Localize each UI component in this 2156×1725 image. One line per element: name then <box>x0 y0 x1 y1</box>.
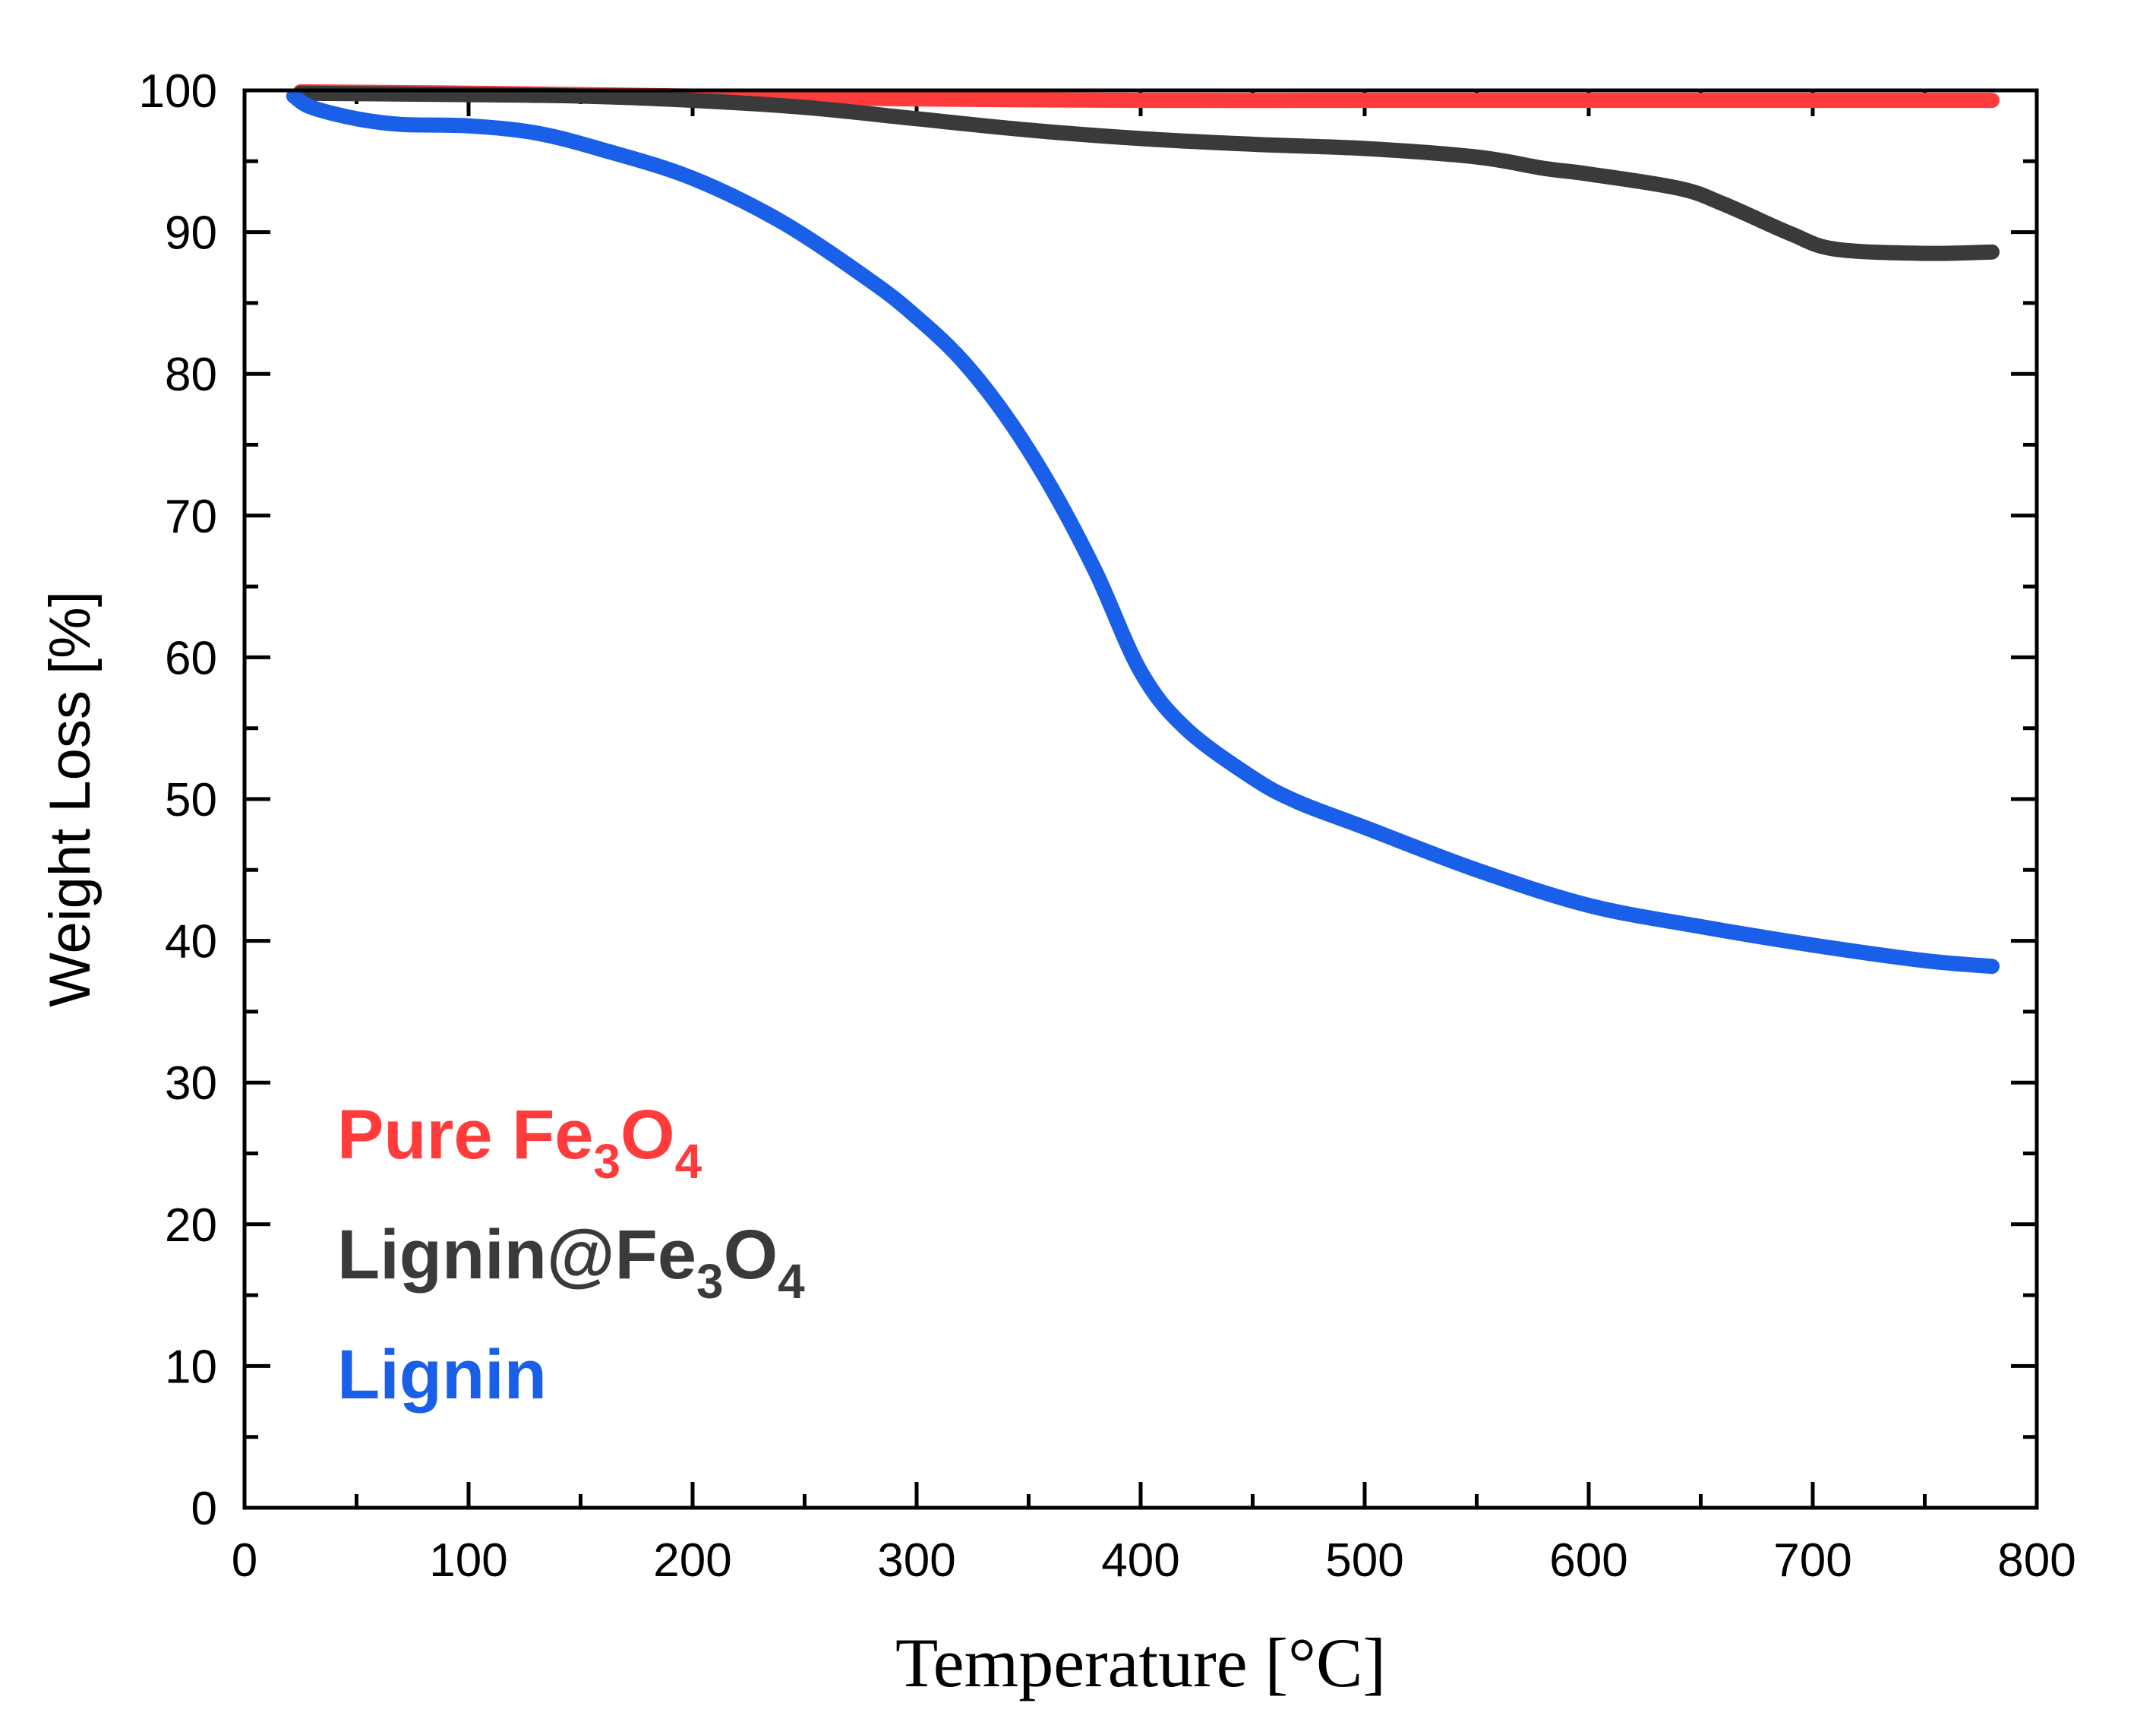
legend-entry-pure-fe3o4: Pure Fe3O4 <box>337 1096 702 1189</box>
legend-entry-lignin-fe3o4: Lignin@Fe3O4 <box>337 1216 805 1309</box>
x-tick-label: 300 <box>877 1534 955 1587</box>
y-tick-label: 100 <box>139 65 217 118</box>
y-tick-label: 0 <box>191 1483 217 1535</box>
x-tick-label: 0 <box>232 1534 257 1587</box>
x-tick-label: 100 <box>429 1534 507 1587</box>
series-layer <box>286 84 2000 975</box>
y-tick-label: 90 <box>165 207 217 260</box>
series-line-lignin <box>286 88 2000 975</box>
y-tick-label: 50 <box>165 774 217 826</box>
y-tick-label: 20 <box>165 1199 217 1252</box>
y-tick-label: 70 <box>165 491 217 543</box>
labels-layer: 0 100 200 300 400 500 600 700 800 0 10 20 30 40 50 60 70… <box>139 65 2076 1587</box>
x-tick-label: 400 <box>1101 1534 1179 1587</box>
x-tick-label: 500 <box>1325 1534 1403 1587</box>
series-line-lignin-fe3o4 <box>292 85 2000 261</box>
y-tick-label: 60 <box>165 632 217 684</box>
y-tick-label: 30 <box>165 1057 217 1110</box>
x-tick-label: 200 <box>653 1534 731 1587</box>
y-tick-label: 10 <box>165 1341 217 1393</box>
ticks-layer <box>242 88 2039 1510</box>
y-tick-label: 80 <box>165 349 217 401</box>
x-axis-title: Temperature [°C] <box>895 1624 1386 1701</box>
y-tick-label: 40 <box>165 916 217 968</box>
plot-frame <box>242 88 2039 1510</box>
x-tick-label: 800 <box>1997 1534 2076 1587</box>
legend: Pure Fe3O4 Lignin@Fe3O4 Lignin <box>337 1096 805 1414</box>
y-axis-title: Weight Loss [%] <box>38 591 103 1007</box>
x-tick-label: 700 <box>1773 1534 1851 1587</box>
legend-entry-lignin: Lignin <box>337 1336 547 1414</box>
x-tick-label: 600 <box>1549 1534 1627 1587</box>
